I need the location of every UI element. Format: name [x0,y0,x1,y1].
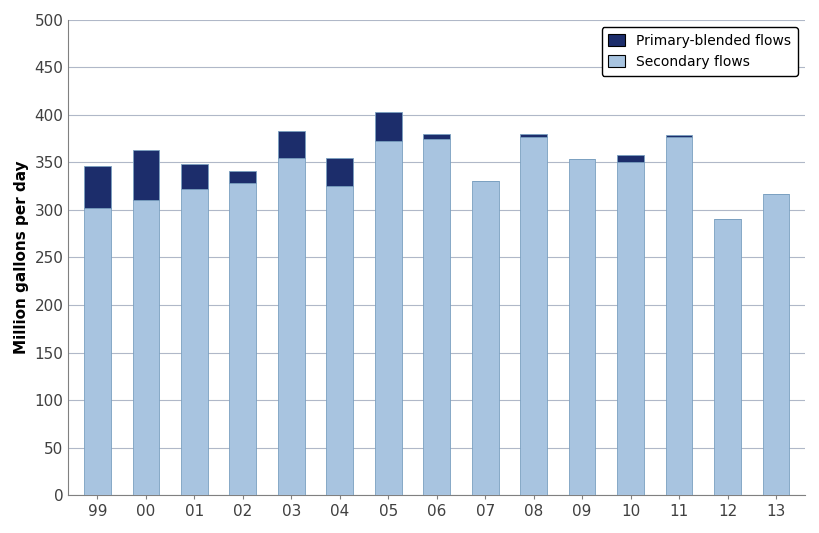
Bar [181,189,208,495]
Bar [84,166,111,208]
Legend: Primary-blended flows, Secondary flows: Primary-blended flows, Secondary flows [601,27,799,76]
Bar [133,200,159,495]
Bar [520,134,547,137]
Bar [472,181,499,495]
Y-axis label: Million gallons per day: Million gallons per day [14,160,29,354]
Bar [762,194,790,495]
Bar [666,135,692,137]
Bar [666,137,692,495]
Bar [618,155,644,163]
Bar [714,219,741,495]
Bar [520,137,547,495]
Bar [569,159,595,495]
Bar [375,141,401,495]
Bar [278,158,305,495]
Bar [229,171,256,183]
Bar [327,186,353,495]
Bar [229,183,256,495]
Bar [375,112,401,141]
Bar [423,134,450,139]
Bar [278,131,305,158]
Bar [84,208,111,495]
Bar [133,150,159,200]
Bar [423,139,450,495]
Bar [618,163,644,495]
Bar [181,164,208,189]
Bar [327,158,353,186]
